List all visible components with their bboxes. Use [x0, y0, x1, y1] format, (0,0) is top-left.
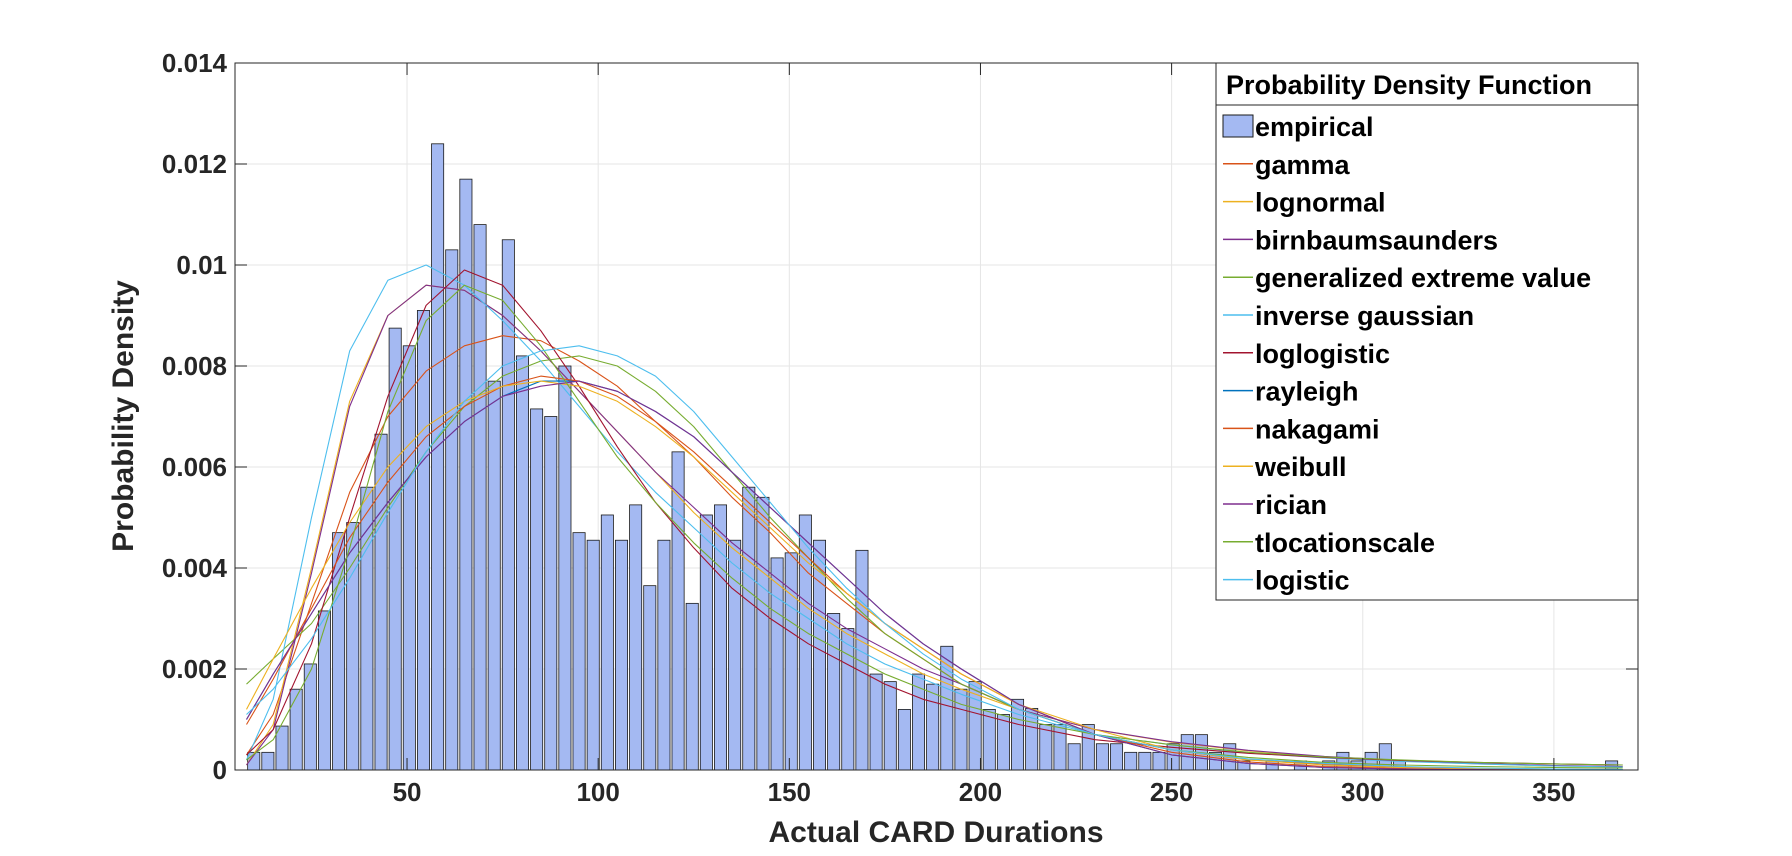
histogram-bar	[742, 486, 756, 771]
legend-label-rayleigh: rayleigh	[1255, 377, 1359, 407]
histogram-bar	[756, 496, 770, 771]
histogram-bar	[1110, 743, 1124, 771]
histogram-bar	[714, 504, 727, 771]
histogram-bar	[883, 681, 897, 771]
curve-nakagami	[246, 375, 1623, 771]
curve-birnbaumsaunders	[246, 284, 1623, 768]
fitted-curves	[245, 264, 1623, 771]
histogram-bar	[445, 249, 459, 771]
legend-label-loglogistic: loglogistic	[1255, 339, 1390, 369]
histogram-bar	[982, 709, 996, 771]
legend-label-birnbaumsaunders: birnbaumsaunders	[1255, 225, 1498, 255]
x-tick-label: 250	[1150, 777, 1193, 807]
legend-title: Probability Density Function	[1226, 70, 1592, 100]
histogram-bar	[600, 514, 614, 771]
legend-box	[1215, 62, 1639, 601]
histogram-bar	[275, 725, 289, 771]
histogram-bar	[501, 239, 515, 771]
histogram-bar	[1039, 724, 1053, 771]
histogram-bar	[515, 355, 529, 771]
x-tick-label: 200	[959, 777, 1002, 807]
histogram-bar	[629, 504, 643, 771]
y-tick-label: 0	[213, 755, 227, 785]
legend-label-tlocationscale: tlocationscale	[1255, 528, 1435, 558]
histogram-bar	[869, 673, 883, 771]
curve-weibull	[246, 380, 1623, 771]
histogram-bar	[770, 557, 784, 771]
curve-logistic	[246, 345, 1623, 771]
y-tick-label: 0.006	[162, 452, 227, 482]
histogram-bar	[459, 178, 473, 771]
y-tick-label: 0.002	[162, 654, 227, 684]
histogram-bar	[558, 365, 572, 771]
histogram-bar	[544, 416, 558, 771]
histogram-bar	[996, 714, 1010, 771]
histogram-bar	[685, 602, 699, 771]
histogram-bar	[487, 380, 501, 771]
histogram-bar	[926, 683, 940, 771]
legend-items: empirical gamma lognormal birnbaumsaunders g…	[1222, 112, 1591, 596]
histogram-bar	[1152, 751, 1166, 771]
histogram-bar	[798, 514, 812, 771]
histogram-bar	[897, 709, 911, 771]
curve-tlocationscale	[246, 284, 1623, 766]
histogram-bar	[954, 688, 968, 771]
histogram-bar	[261, 751, 275, 771]
histogram-bar	[289, 688, 303, 771]
legend-label-empirical: empirical	[1255, 112, 1374, 142]
legend-label-generalized-extreme-value: generalized extreme value	[1255, 263, 1591, 293]
histogram-bar	[402, 345, 416, 771]
y-tick-label: 0.012	[162, 149, 227, 179]
histogram-bar	[1138, 751, 1152, 771]
histogram-bar	[657, 539, 671, 771]
histogram-bar	[374, 433, 388, 771]
histogram-bar	[1605, 760, 1619, 771]
legend-label-inverse-gaussian: inverse gaussian	[1255, 301, 1474, 331]
histogram-bar	[431, 143, 445, 771]
legend: Probability Density Function empirical ga…	[1215, 62, 1639, 601]
histogram-bar	[968, 681, 982, 771]
histogram-bar	[615, 539, 628, 771]
histogram-bar	[1095, 743, 1109, 771]
y-tick-label: 0.01	[176, 250, 227, 280]
x-tick-label: 50	[393, 777, 422, 807]
legend-label-weibull: weibull	[1254, 452, 1347, 482]
y-tick-labels: 0 0.002 0.004 0.006 0.008 0.01 0.012 0.014	[162, 48, 228, 785]
histogram-bar	[643, 585, 657, 771]
y-axis-title: Probability Density	[107, 280, 140, 552]
histogram-bar	[699, 514, 713, 771]
y-tick-label: 0.008	[162, 351, 227, 381]
x-tick-labels: 50 100 150 200 250 300 350	[393, 777, 1576, 807]
histogram-bar	[671, 451, 685, 771]
histogram-bar	[841, 628, 855, 771]
histogram-bar	[1067, 743, 1081, 771]
legend-label-rician: rician	[1255, 490, 1327, 520]
x-axis-title: Actual CARD Durations	[768, 816, 1103, 849]
x-tick-label: 100	[576, 777, 619, 807]
x-tick-label: 300	[1341, 777, 1384, 807]
curve-generalized-extreme-value	[246, 355, 1623, 769]
legend-swatch-empirical	[1222, 114, 1254, 138]
x-tick-label: 150	[768, 777, 811, 807]
histogram-bar	[530, 408, 544, 771]
histogram-bar	[827, 613, 841, 771]
legend-label-lognormal: lognormal	[1255, 188, 1386, 218]
histogram-bar	[586, 539, 600, 771]
histogram-bar	[572, 532, 586, 771]
histogram-bar	[317, 610, 331, 771]
histogram-bar	[728, 539, 742, 771]
histogram-bar	[473, 224, 487, 771]
legend-label-nakagami: nakagami	[1255, 414, 1380, 444]
x-tick-label: 350	[1532, 777, 1575, 807]
curve-loglogistic	[246, 269, 1623, 766]
histogram-bar	[346, 522, 360, 771]
legend-label-gamma: gamma	[1255, 150, 1351, 180]
legend-label-logistic: logistic	[1255, 566, 1350, 596]
histogram-bar	[912, 673, 926, 771]
histogram-bar	[784, 552, 798, 771]
histogram-bar	[1124, 751, 1138, 771]
y-tick-label: 0.014	[162, 48, 228, 78]
y-tick-label: 0.004	[162, 553, 228, 583]
